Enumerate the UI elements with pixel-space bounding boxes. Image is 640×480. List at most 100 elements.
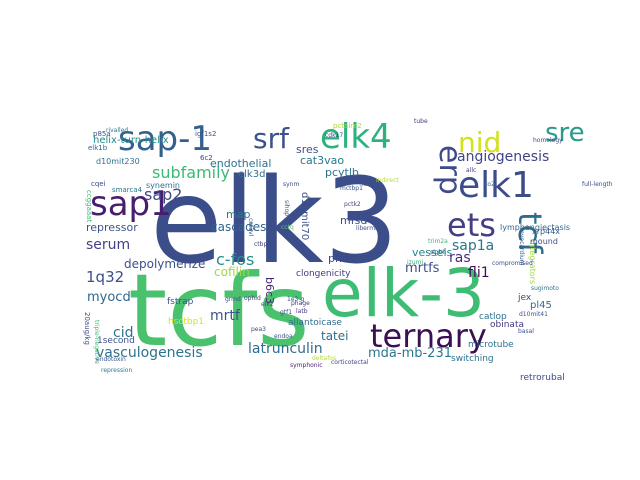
cloud-word-20aug-kg: 20aug/kg (83, 312, 91, 345)
cloud-word-phage: phage (291, 300, 310, 307)
cloud-word-pl45: pl45 (530, 300, 552, 311)
cloud-word-gtf1: gtf1 (280, 309, 292, 316)
cloud-word-synm: synm (283, 181, 299, 188)
cloud-word-smarca4: smarca4 (112, 186, 143, 194)
cloud-word-basal: basal (518, 328, 534, 335)
cloud-word-helix-turn-helix: helix-turn-helix (93, 135, 169, 146)
cloud-word-ras: ras (449, 250, 471, 266)
cloud-word-sap1a: sap1a (452, 238, 494, 254)
cloud-word-jex: jex (517, 293, 532, 303)
cloud-word-obinata: obinata (490, 320, 524, 330)
cloud-word-elk2: elk2 (261, 301, 274, 308)
cloud-word-retrorubal: retrorubal (520, 373, 565, 383)
cloud-word-mctbp1: mctbp1 (340, 185, 363, 192)
cloud-word-tube: tube (414, 118, 428, 125)
cloud-word-full-length: full-length (582, 181, 613, 188)
cloud-word-cid: cid (113, 325, 133, 341)
cloud-word-ternary: ternary (370, 317, 487, 355)
cloud-word-tcfs: tcfs (128, 252, 310, 369)
cloud-word-pea3: pea3 (251, 326, 266, 333)
cloud-word-hsctbp1: hsctbp1 (168, 317, 204, 327)
cloud-word-allantoicase: allantoicase (288, 318, 342, 328)
cloud-word-cqei: cqei (91, 180, 106, 188)
cloud-word-vessels: vessels (412, 246, 453, 259)
cloud-word-trim2a: trim2a (428, 238, 448, 245)
cloud-word-elk3d: elk3d (238, 169, 265, 180)
cloud-word-1second: 1second (97, 336, 135, 346)
cloud-word-elk-3: elk-3 (322, 255, 485, 332)
cloud-word-ophid: ophid (244, 295, 261, 302)
cloud-word-pcytlb: pcytlb (325, 166, 359, 179)
cloud-word-mrtf: mrtf (210, 308, 241, 324)
cloud-word-b6c3: b6c3 (263, 277, 276, 304)
cloud-word-mda-mb-231: mda-mb-231 (368, 346, 452, 361)
cloud-word-myocd: myocd (87, 290, 131, 305)
cloud-word-srf: srf (253, 122, 290, 155)
cloud-word-p85a: p85a (93, 130, 111, 138)
cloud-word-nid: nid (458, 126, 501, 159)
cloud-word-sap2: sap2 (144, 185, 182, 204)
cloud-word-cdk17: cdk17 (325, 132, 343, 139)
cloud-word-lecs: lecs (362, 181, 374, 188)
cloud-word-1q32: 1q32 (86, 268, 124, 286)
cloud-word-d10mit230: d10mit230 (96, 157, 140, 166)
cloud-word-erp: erp (432, 145, 467, 195)
cloud-word-vasculogenesis: vasculogenesis (96, 345, 203, 361)
cloud-word-indirect: indirect (376, 177, 399, 184)
cloud-word-libermann: libermann (356, 225, 387, 232)
cloud-word-cascades: cascades (211, 220, 266, 234)
cloud-word-mfsd4: mfsd4 (340, 214, 374, 227)
cloud-word-homology: homology (533, 137, 563, 144)
cloud-word-cctq: cctq (281, 224, 294, 231)
cloud-word-ccggaaat: ccggaaat (85, 190, 93, 222)
cloud-word-corticotectal: corticotectal (331, 359, 369, 366)
cloud-word-tatei: tatei (321, 329, 348, 343)
cloud-word-d10mit41: d10mit41 (519, 311, 548, 318)
cloud-word-izumi: izumi (407, 259, 423, 266)
cloud-word-synemin: synemin (146, 181, 180, 190)
cloud-word-lymphangiectasis: lymphangiectasis (500, 223, 570, 232)
cloud-word-endoa: endoa (274, 333, 293, 340)
cloud-word-subfamily: subfamily (152, 163, 230, 182)
cloud-word-d10mit70: d10mit70 (299, 192, 310, 240)
cloud-word-depolymerize: depolymerize (124, 257, 205, 271)
cloud-word-mound: mound (530, 237, 558, 246)
cloud-word-angiogenesis: angiogenesis (457, 149, 549, 165)
cloud-word-erg: erg (372, 248, 382, 255)
cloud-word-integrators: integrators (528, 240, 537, 284)
cloud-word-switching: switching (451, 354, 494, 364)
cloud-word-fstrap: fstrap (167, 297, 194, 307)
cloud-word-ets: ets (447, 206, 496, 244)
cloud-word-cat3vl: cat3vl (247, 218, 254, 237)
cloud-word-endotoxin: endotoxin (96, 356, 126, 363)
cloud-word-sre: sre (545, 118, 585, 148)
cloud-word-elk1b: elk1b (88, 144, 108, 152)
cloud-word-cat3vao: cat3vao (300, 154, 344, 167)
cloud-word-myocardium: myocardium (518, 228, 525, 266)
cloud-word-elk3: elk3 (150, 152, 399, 290)
cloud-word-sigbh: sigbh (430, 249, 446, 256)
cloud-word-latrunculin: latrunculin (248, 341, 323, 357)
cloud-word-sihop: sihop (283, 200, 290, 216)
cloud-word-map: map (226, 208, 250, 221)
cloud-word-deltafos: deltafos (312, 355, 336, 362)
cloud-word-c-fos: c-fos (216, 250, 254, 269)
cloud-word-1e3-g: 1e3-g (287, 296, 304, 303)
cloud-word-fli1: fli1 (468, 265, 490, 281)
cloud-word-repressor: repressor (86, 221, 138, 234)
cloud-word-phds: phds (328, 252, 355, 265)
cloud-word-clongenicity: clongenicity (296, 269, 351, 279)
cloud-word-sap1: sap1 (90, 184, 172, 224)
cloud-word-pctk2: pctk2 (344, 201, 361, 208)
cloud-word-allc: allc (466, 167, 476, 174)
cloud-word-catlop: catlop (479, 312, 507, 322)
cloud-word-sres: sres (296, 143, 319, 156)
cloud-word-pctaire2: pctaire2 (333, 122, 362, 130)
cloud-word-latb: latb (296, 308, 308, 315)
cloud-word-microtube: microtube (468, 340, 514, 350)
cloud-word-triple-negative: triple-negative (93, 320, 100, 364)
cloud-word-tcf: tcf (511, 212, 549, 254)
